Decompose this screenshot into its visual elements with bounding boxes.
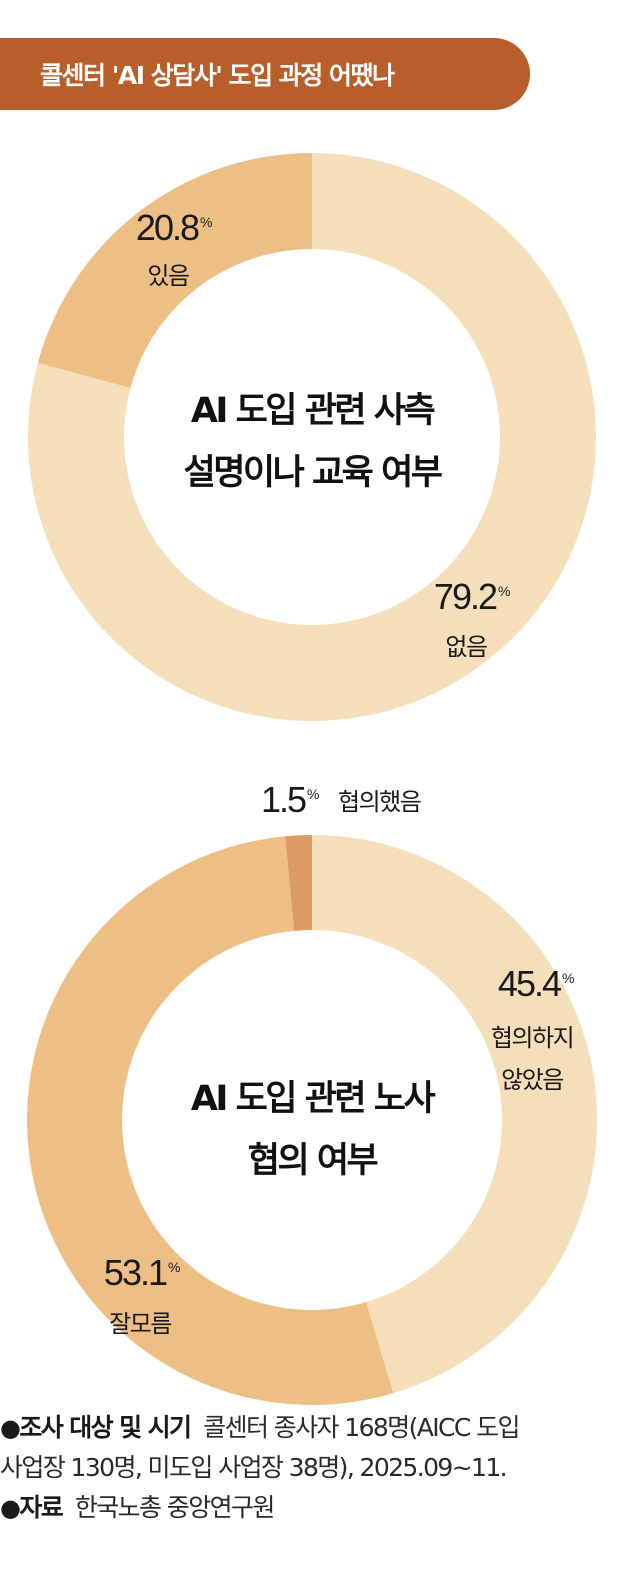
negotiation-slice-1 — [26, 836, 394, 1405]
value-label-not-discussed: 45.4 — [498, 963, 561, 1004]
data-label-not-discussed: 45.4 % 협의하지 않았음 — [491, 963, 575, 1094]
survey-note-continued: 사업장 130명, 미도입 사업장 38명), 2025.09~11. — [0, 1448, 636, 1488]
value-label-discussed: 1.5 — [261, 779, 306, 820]
percent-sign: % — [498, 583, 510, 599]
explanation-slice-0 — [27, 153, 596, 722]
center-title-line-1: AI 도입 관련 사측 — [191, 391, 435, 431]
center-title-line-1: AI 도입 관련 노사 — [191, 1079, 436, 1119]
data-label-yes: 20.8 % 있음 — [136, 207, 213, 290]
data-label-discussed: 1.5 % 협의했음 — [261, 779, 422, 820]
chart-center-title: AI 도입 관련 사측 설명이나 교육 여부 — [184, 391, 445, 493]
negotiation-slice-0 — [312, 835, 597, 1394]
survey-text-line-1: 콜센터 종사자 168명(AICC 도입 — [203, 1413, 520, 1442]
title-bar: 콜센터 'AI 상담사' 도입 과정 어땠나 — [0, 38, 530, 110]
survey-note: ●조사 대상 및 시기 콜센터 종사자 168명(AICC 도입 — [0, 1408, 636, 1448]
value-label-unknown: 53.1 — [104, 1252, 167, 1293]
percent-sign: % — [200, 214, 212, 230]
page-title: 콜센터 'AI 상담사' 도입 과정 어땠나 — [40, 61, 395, 90]
explanation-slice-1 — [37, 153, 313, 388]
category-label-discussed: 협의했음 — [338, 788, 421, 816]
donut-chart-explanation: AI 도입 관련 사측 설명이나 교육 여부 20.8 % 있음 79.2 % … — [27, 153, 596, 722]
value-label-no: 79.2 — [434, 576, 497, 617]
percent-sign: % — [307, 786, 319, 802]
source-text: 한국노총 중앙연구원 — [74, 1493, 276, 1522]
data-label-unknown: 53.1 % 잘모름 — [104, 1252, 181, 1338]
category-label-yes: 있음 — [147, 262, 189, 290]
bullet-icon: ● — [0, 1414, 21, 1442]
category-label-no: 없음 — [445, 633, 487, 661]
center-title-line-2: 협의 여부 — [248, 1141, 378, 1181]
donut-chart-negotiation: AI 도입 관련 노사 협의 여부 1.5 % 협의했음 45.4 % 협의하지… — [26, 779, 597, 1405]
value-label-yes: 20.8 — [136, 207, 199, 248]
bullet-icon: ● — [0, 1494, 21, 1522]
chart-center-title: AI 도입 관련 노사 협의 여부 — [191, 1079, 438, 1181]
survey-text-line-2: 사업장 130명, 미도입 사업장 38명), 2025.09~11. — [0, 1453, 508, 1482]
survey-label: 조사 대상 및 시기 — [19, 1413, 192, 1442]
footnotes: ●조사 대상 및 시기 콜센터 종사자 168명(AICC 도입 사업장 130… — [0, 1408, 636, 1528]
center-title-line-2: 설명이나 교육 여부 — [184, 453, 442, 493]
negotiation-slice-2 — [285, 835, 312, 931]
category-label-not-discussed-line-2: 않았음 — [501, 1066, 563, 1094]
source-note: ●자료 한국노총 중앙연구원 — [0, 1488, 636, 1528]
source-label: 자료 — [19, 1493, 63, 1522]
category-label-not-discussed-line-1: 협의하지 — [491, 1024, 573, 1052]
data-label-no: 79.2 % 없음 — [434, 576, 511, 661]
category-label-unknown: 잘모름 — [109, 1310, 171, 1338]
percent-sign: % — [168, 1259, 180, 1275]
percent-sign: % — [562, 970, 574, 986]
